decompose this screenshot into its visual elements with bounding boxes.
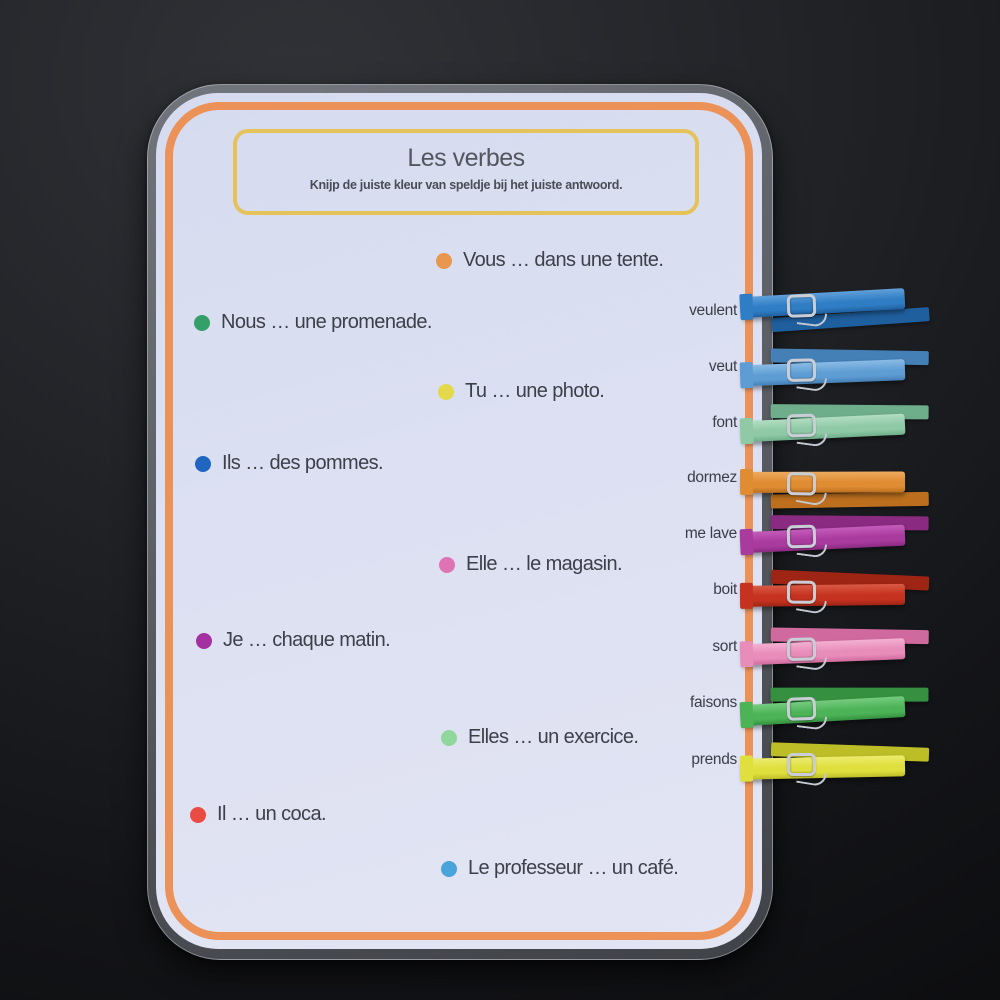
yellow-dot-icon (438, 383, 454, 400)
sky-blue-dot-icon (441, 860, 457, 877)
green-clothespin[interactable] (740, 683, 939, 736)
title-box: Les verbes Knijp de juiste kleur van spe… (233, 129, 699, 215)
answer-word: faisons (689, 694, 737, 711)
worksheet-title: Les verbes (407, 144, 525, 172)
clothespin-metal-spring-icon (787, 753, 816, 776)
sentence-row: Ils … des pommes. (195, 452, 384, 475)
answer-word: veulent (689, 302, 737, 319)
sentence-text: Elles … un exercice. (468, 726, 639, 748)
pink-clothespin[interactable] (741, 625, 940, 674)
sentence-text: Vous … dans une tente. (463, 249, 664, 271)
orange-clothespin[interactable] (741, 461, 940, 510)
answer-word: veut (708, 358, 737, 375)
blue-dot-icon (195, 455, 211, 472)
clothespin-metal-spring-icon (786, 637, 817, 661)
light-green-dot-icon (441, 729, 457, 746)
pink-dot-icon (439, 556, 455, 573)
dark-blue-clothespin[interactable] (740, 280, 939, 333)
answer-word: me lave (684, 525, 737, 542)
sentence-text: Nous … une promenade. (221, 311, 432, 333)
sentence-text: Je … chaque matin. (223, 629, 391, 651)
clothespin-metal-spring-icon (786, 293, 817, 318)
clothespin-metal-spring-icon (786, 413, 817, 438)
answer-word: boit (713, 581, 737, 598)
worksheet-instructions: Knijp de juiste kleur van speldje bij he… (309, 178, 623, 192)
sentence-row: Elles … un exercice. (441, 726, 639, 749)
answer-word: dormez (687, 469, 737, 486)
red-dot-icon (190, 806, 206, 823)
sentence-text: Il … un coca. (217, 803, 327, 825)
clothespin-metal-spring-icon (786, 696, 817, 721)
sentence-text: Ils … des pommes. (222, 452, 384, 474)
answer-word: font (712, 414, 737, 431)
clothespin-metal-spring-icon (786, 580, 817, 604)
orange-dot-icon (436, 252, 452, 269)
sentence-row: Nous … une promenade. (194, 311, 432, 334)
sentence-text: Le professeur … un café. (468, 857, 679, 879)
yellow-clothespin[interactable] (741, 742, 939, 789)
sentence-text: Tu … une photo. (465, 380, 605, 402)
clothespin-metal-spring-icon (786, 472, 817, 496)
clothespin-front-arm (742, 471, 906, 493)
answer-word: sort (712, 638, 737, 655)
mint-green-clothespin[interactable] (740, 400, 939, 451)
sentence-row: Il … un coca. (190, 803, 327, 826)
purple-clothespin[interactable] (740, 511, 939, 562)
sentence-row: Vous … dans une tente. (436, 249, 664, 272)
answer-word: prends (691, 751, 737, 768)
sentence-text: Elle … le magasin. (466, 553, 623, 575)
light-blue-clothespin[interactable] (741, 346, 940, 395)
sentence-row: Le professeur … un café. (441, 857, 679, 880)
purple-dot-icon (196, 632, 212, 649)
red-clothespin[interactable] (741, 569, 939, 618)
page-border (165, 102, 753, 940)
sentence-row: Tu … une photo. (438, 380, 605, 403)
sentence-row: Je … chaque matin. (196, 629, 391, 652)
green-dot-icon (194, 314, 210, 331)
sentence-row: Elle … le magasin. (439, 553, 623, 576)
worksheet-paper (156, 93, 762, 949)
clothespin-metal-spring-icon (786, 524, 817, 549)
clothespin-metal-spring-icon (786, 358, 817, 382)
